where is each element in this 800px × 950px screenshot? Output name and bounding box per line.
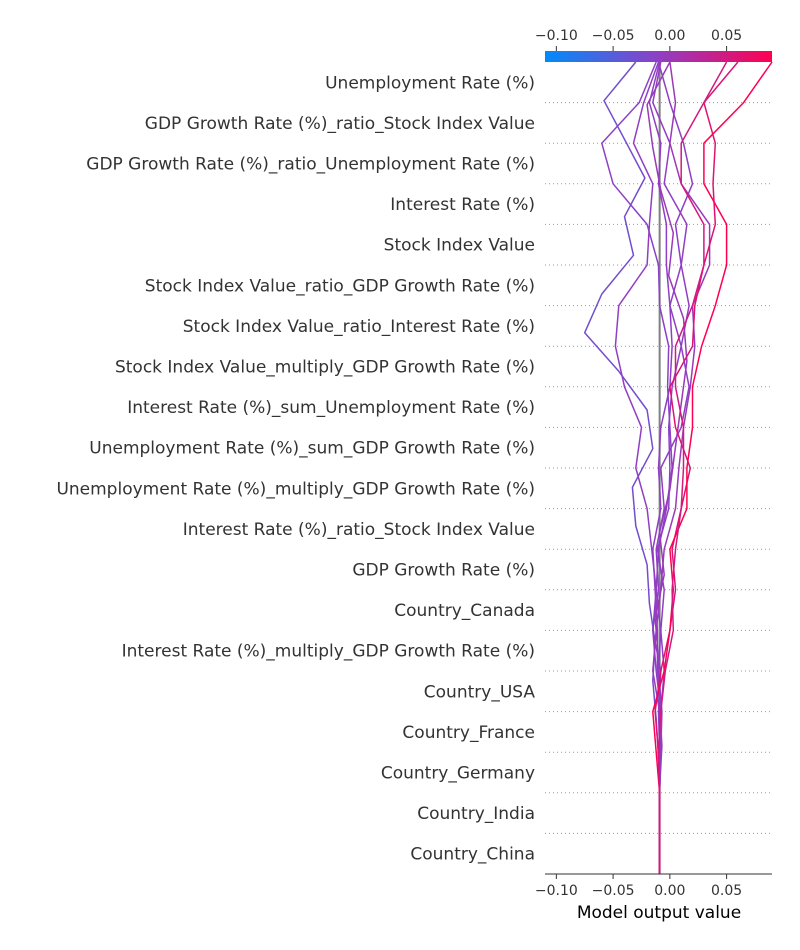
decision-line [652, 61, 690, 874]
feature-label: Country_USA [424, 682, 536, 702]
feature-label: Country_India [417, 804, 535, 824]
feature-label: Country_China [410, 845, 535, 865]
decision-line [583, 61, 661, 874]
colorbar: −0.10 −0.05 0.00 0.05 [535, 28, 772, 62]
colorbar-tick-label: −0.10 [535, 28, 578, 44]
x-axis: −0.10 −0.05 0.00 0.05 [535, 873, 772, 899]
x-tick-label: −0.10 [535, 883, 578, 899]
x-tick-label: 0.05 [711, 883, 742, 899]
feature-label: Stock Index Value_ratio_GDP Growth Rate … [145, 276, 535, 296]
feature-label: Unemployment Rate (%) [325, 73, 535, 93]
x-tick-label: −0.05 [592, 883, 635, 899]
decision-lines [583, 61, 773, 874]
feature-label: Interest Rate (%)_ratio_Stock Index Valu… [183, 520, 535, 540]
decision-line [654, 61, 739, 874]
x-tick-label: 0.00 [654, 883, 685, 899]
x-axis-title: Model output value [577, 903, 741, 923]
feature-label: Unemployment Rate (%)_sum_GDP Growth Rat… [89, 439, 535, 459]
feature-label: Country_Germany [381, 764, 535, 784]
decision-line [657, 61, 728, 874]
feature-label: Stock Index Value [384, 236, 535, 256]
decision-line [652, 61, 773, 874]
feature-label: Interest Rate (%) [390, 195, 535, 215]
feature-label: GDP Growth Rate (%)_ratio_Unemployment R… [86, 155, 535, 175]
feature-label: Country_France [402, 723, 535, 743]
feature-label: Unemployment Rate (%)_multiply_GDP Growt… [56, 479, 535, 499]
colorbar-tick-label: 0.05 [711, 28, 742, 44]
feature-label: Interest Rate (%)_multiply_GDP Growth Ra… [122, 642, 535, 662]
colorbar-tick-label: −0.05 [592, 28, 635, 44]
feature-label: GDP Growth Rate (%) [352, 561, 535, 581]
feature-label: GDP Growth Rate (%)_ratio_Stock Index Va… [145, 114, 535, 134]
feature-label: Stock Index Value_multiply_GDP Growth Ra… [115, 358, 535, 378]
feature-label: Country_Canada [394, 601, 535, 621]
colorbar-gradient [545, 51, 772, 62]
colorbar-tick-label: 0.00 [654, 28, 685, 44]
feature-label: Interest Rate (%)_sum_Unemployment Rate … [127, 398, 535, 418]
feature-label: Stock Index Value_ratio_Interest Rate (%… [183, 317, 535, 337]
feature-labels: Unemployment Rate (%) GDP Growth Rate (%)… [56, 73, 535, 864]
